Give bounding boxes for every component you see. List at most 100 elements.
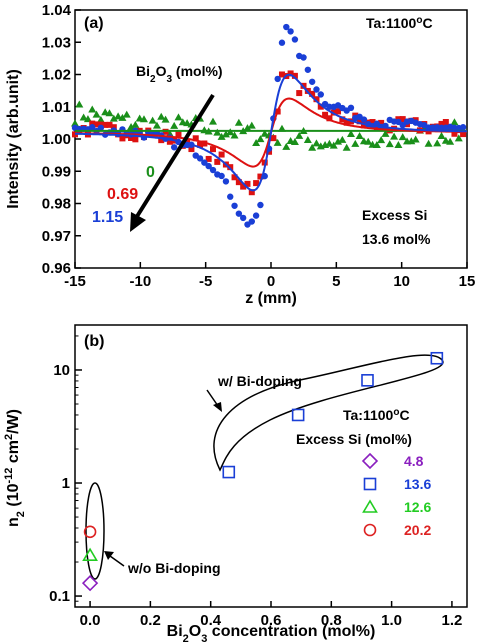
b-point-square (222, 465, 236, 479)
a-point-triangle (157, 112, 166, 120)
panel-a-ta-label: Ta:1100oC (366, 15, 433, 32)
excess-si-title: Excess Si (mol%) (296, 431, 412, 447)
a-point-triangle (152, 121, 161, 129)
panel-b-points (81, 351, 444, 592)
a-point-square (128, 134, 135, 141)
b-point-square (430, 351, 444, 365)
a-point-circle (201, 159, 208, 166)
a-point-triangle (372, 141, 381, 149)
a-ytick-label: 1.01 (42, 99, 71, 116)
a-point-triangle (407, 137, 416, 145)
a-point-triangle (329, 141, 338, 149)
a-xtick-label: -15 (64, 273, 86, 290)
b-point-triangle (82, 547, 98, 561)
a-point-square (110, 124, 117, 131)
panel-a-ylabel: Intensity (arb.unit) (5, 69, 22, 209)
a-point-square (166, 138, 173, 145)
a-point-square (97, 121, 104, 128)
a-fit-1.15 (75, 73, 467, 192)
a-point-triangle (127, 123, 136, 131)
b-xtick-label: 0.0 (80, 612, 101, 629)
a-point-circle (459, 124, 467, 131)
a-point-triangle (230, 131, 239, 139)
a-xtick-label: 10 (393, 273, 410, 290)
a-point-triangle (174, 113, 183, 121)
a-point-triangle (148, 116, 157, 124)
a-point-square (218, 151, 225, 158)
a-point-square (322, 111, 329, 118)
a-point-triangle (213, 128, 222, 136)
a-point-triangle (71, 119, 79, 127)
a-point-triangle (161, 115, 170, 123)
without-doping-label: w/o Bi-doping (127, 560, 221, 576)
a-xtick-label: 5 (332, 273, 340, 290)
bi2o3-arrow-line (134, 93, 215, 220)
a-point-circle (231, 202, 238, 209)
a-point-square (214, 158, 221, 165)
a-point-triangle (92, 110, 101, 118)
a-point-square (451, 130, 458, 137)
a-point-triangle (303, 136, 312, 144)
a-point-square (369, 119, 376, 126)
a-point-square (326, 115, 333, 122)
a-point-square (231, 174, 238, 181)
a-point-circle (205, 162, 212, 170)
a-point-circle (89, 124, 96, 131)
a-point-triangle (183, 119, 192, 127)
legend-label: 20.2 (404, 522, 431, 538)
a-point-circle (347, 104, 355, 112)
without-doping-outline (85, 482, 105, 580)
label-0: 0 (146, 164, 155, 181)
a-point-triangle (75, 100, 84, 108)
panel-b-legend: 4.8 13.6 12.6 20.2 (361, 452, 431, 538)
legend-label: 12.6 (404, 499, 431, 515)
a-point-circle (399, 121, 406, 129)
a-point-square (378, 119, 385, 126)
a-ytick-label: 1.00 (42, 131, 71, 148)
a-point-triangle (118, 113, 127, 121)
a-point-triangle (398, 133, 407, 141)
a-point-square (240, 183, 247, 190)
a-point-triangle (282, 142, 291, 150)
panel-a-ticks: -15 -10 -5 0 5 10 15 0.96 0.97 0.98 0.99 1.00 1.01 1.… (42, 2, 476, 290)
a-point-square (442, 118, 449, 125)
a-point-square (438, 120, 445, 127)
a-point-triangle (325, 139, 334, 147)
a-point-square (248, 189, 255, 196)
a-xtick-label: -10 (129, 273, 151, 290)
a-point-triangle (385, 140, 394, 148)
a-point-triangle (450, 118, 459, 126)
a-point-square (317, 103, 324, 110)
b-point-circle (83, 525, 97, 539)
b-xtick-label: 0.2 (140, 612, 161, 629)
a-ytick-label: 0.96 (42, 260, 71, 277)
a-point-triangle (105, 109, 114, 117)
a-point-square (119, 135, 126, 142)
a-point-circle (97, 124, 105, 132)
a-point-circle (218, 172, 225, 180)
a-point-triangle (454, 134, 463, 142)
a-point-triangle (346, 130, 355, 138)
a-point-triangle (247, 121, 256, 129)
a-point-circle (248, 218, 255, 225)
a-point-square (313, 96, 320, 103)
a-point-circle (252, 212, 260, 219)
panel-a-xlabel: z (mm) (245, 290, 297, 307)
a-point-circle (308, 78, 316, 85)
a-point-triangle (131, 120, 140, 128)
panel-b-ylabel: n2 (10-12 cm2/W) (3, 409, 27, 527)
a-point-triangle (308, 143, 317, 151)
a-point-square (356, 118, 363, 125)
a-point-circle (274, 75, 281, 83)
a-point-triangle (394, 140, 403, 148)
a-point-circle (235, 210, 243, 217)
a-point-triangle (234, 118, 243, 126)
a-point-triangle (88, 105, 97, 113)
a-point-circle (209, 166, 217, 174)
without-doping-pointer (109, 555, 125, 567)
legend-label: 13.6 (404, 476, 431, 492)
a-point-triangle (424, 139, 433, 147)
a-point-square (460, 131, 467, 138)
a-point-circle (278, 39, 286, 46)
b-xtick-label: 0.8 (321, 612, 342, 629)
